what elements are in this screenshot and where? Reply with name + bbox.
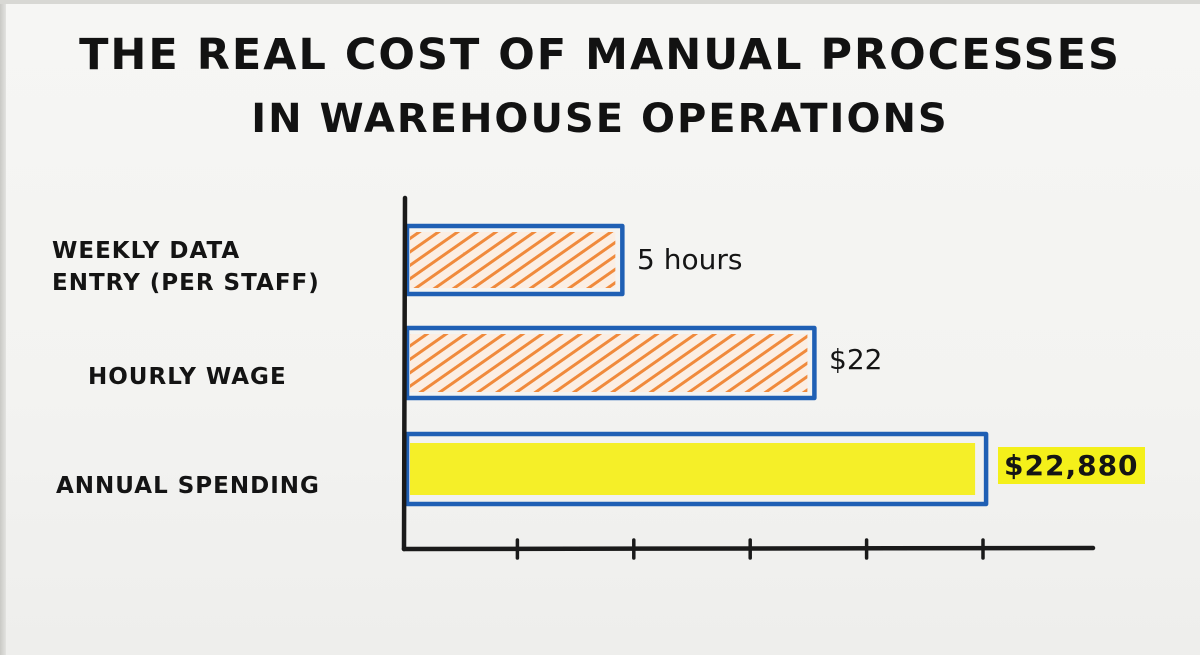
- bar-fill: [410, 443, 976, 495]
- bar-group: [404, 325, 817, 401]
- category-label-line: ENTRY (PER STAFF): [52, 270, 320, 296]
- category-label-line: HOURLY WAGE: [88, 364, 287, 390]
- data-label-weekly-hours: 5 hours: [637, 243, 743, 276]
- category-label-weekly-data-entry: WEEKLY DATA ENTRY (PER STAFF): [52, 235, 320, 299]
- chart-title-line-1: THE REAL COST OF MANUAL PROCESSES: [79, 30, 1121, 80]
- bar: [404, 325, 817, 401]
- data-label-annual-spending: $22,880: [998, 447, 1145, 484]
- data-label-hourly-wage: $22: [829, 343, 883, 376]
- bar-group: [404, 431, 989, 507]
- bar-fill: [410, 334, 808, 392]
- category-label-line: ANNUAL SPENDING: [56, 473, 320, 499]
- y-axis-line: [401, 195, 408, 552]
- bar: [404, 431, 989, 507]
- category-label-line: WEEKLY DATA: [52, 238, 241, 264]
- bar-fill: [410, 232, 616, 288]
- chart-title-line-2: IN WAREHOUSE OPERATIONS: [251, 96, 949, 142]
- category-label-annual-spending: ANNUAL SPENDING: [56, 470, 320, 502]
- category-label-hourly-wage: HOURLY WAGE: [88, 361, 287, 393]
- bar-group: [404, 223, 625, 297]
- board-frame-top: [0, 0, 1200, 4]
- board-frame-left: [0, 0, 6, 655]
